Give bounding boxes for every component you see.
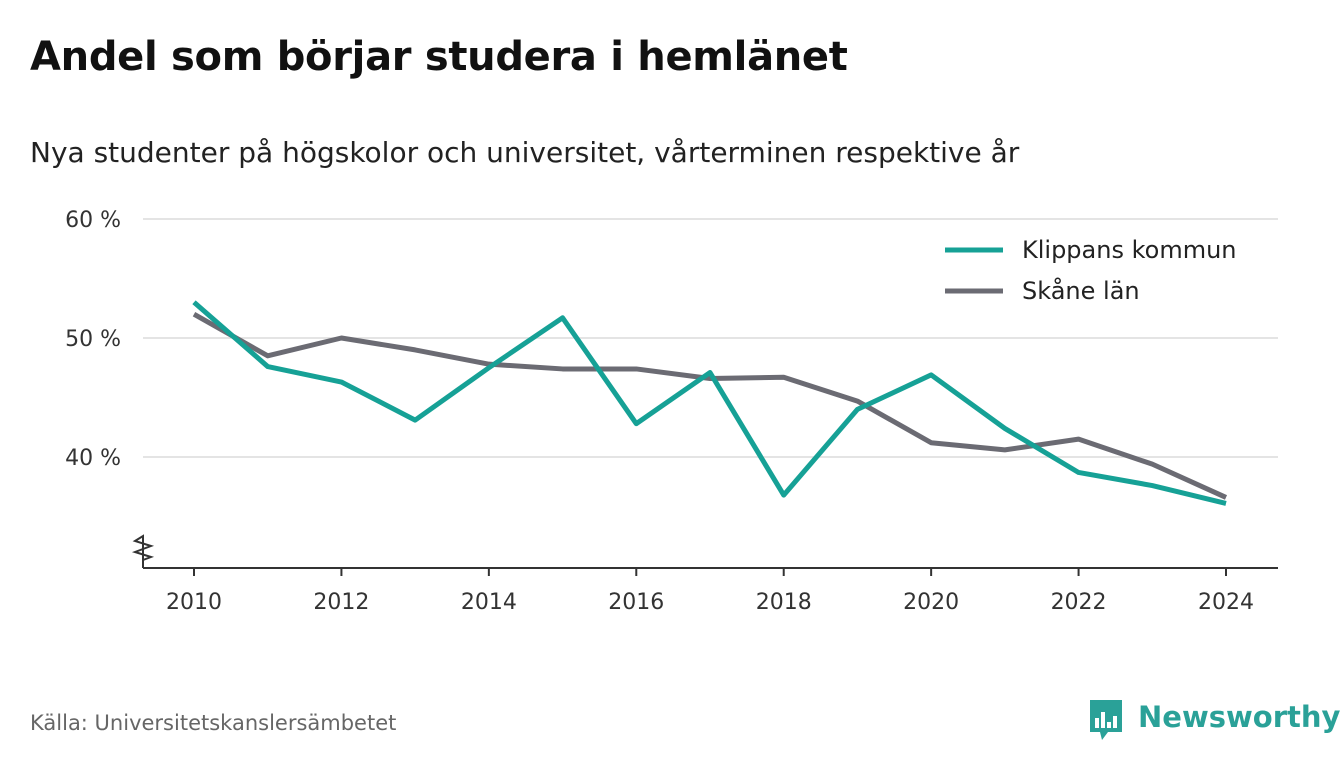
- x-tick-label: 2024: [1198, 590, 1254, 615]
- x-tick-label: 2020: [903, 590, 959, 615]
- source-note: Källa: Universitetskanslersämbetet: [30, 711, 397, 735]
- legend-label: Klippans kommun: [1022, 236, 1237, 264]
- y-tick-label: 50 %: [65, 327, 121, 352]
- series-lines: [192, 300, 1228, 506]
- series-line-klippans-kommun: [192, 300, 1227, 506]
- legend: Klippans kommun Skåne län: [945, 236, 1237, 305]
- axes: [131, 534, 1278, 569]
- x-tick-label: 2014: [461, 590, 517, 615]
- chart-subtitle: Nya studenter på högskolor och universit…: [30, 136, 1020, 169]
- x-tick-label: 2012: [313, 590, 369, 615]
- x-tick-label: 2010: [166, 590, 222, 615]
- brand-name: Newsworthy: [1138, 700, 1340, 734]
- y-tick-label: 60 %: [65, 208, 121, 233]
- y-tick-label: 40 %: [65, 446, 121, 471]
- axis-break-icon: [131, 534, 155, 561]
- legend-label: Skåne län: [1022, 276, 1140, 305]
- x-tick-label: 2016: [608, 590, 664, 615]
- newsworthy-logo-icon: [1090, 700, 1122, 740]
- x-axis-ticks: 2010 2012 2014 2016 2018 2020 2022 2024: [166, 568, 1254, 615]
- x-tick-label: 2018: [756, 590, 812, 615]
- series-line-skane-lan: [192, 312, 1228, 500]
- brand-logo: Newsworthy: [1088, 698, 1340, 742]
- chart-title: Andel som börjar studera i hemlänet: [30, 34, 848, 80]
- x-tick-label: 2022: [1051, 590, 1107, 615]
- y-axis-ticks: 40 % 50 % 60 %: [65, 208, 121, 471]
